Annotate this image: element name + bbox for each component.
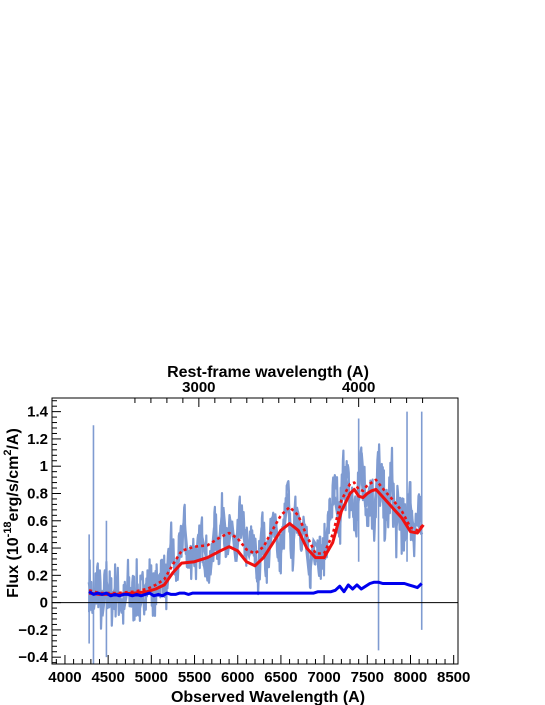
- top-tick-label: 4000: [342, 379, 375, 396]
- rest-frame-axis-title: Rest-frame wavelength (A): [167, 364, 369, 381]
- y-title-post: /A): [5, 428, 22, 449]
- y-tick-label: 0.4: [27, 540, 49, 557]
- x-tick-label: 5500: [178, 669, 211, 686]
- y-tick-label: 1.4: [27, 404, 49, 421]
- x-tick-label: 5000: [135, 669, 168, 686]
- x-tick-label: 4000: [48, 669, 81, 686]
- y-tick-label: 0.6: [27, 513, 48, 530]
- y-title-exp1: -18: [2, 521, 14, 537]
- x-tick-label: 6500: [264, 669, 297, 686]
- ticks-layer: 4000 4500 5000 5500 6000 6500 7000 7500 8000 8500…: [18, 379, 470, 686]
- x-axis-title: Observed Wavelength (A): [171, 689, 365, 705]
- y-tick-label: 0: [40, 595, 48, 612]
- observed-spectrum: [87, 411, 424, 664]
- y-axis-title: Flux (10-18erg/s/cm2/A): [2, 428, 22, 598]
- x-tick-label: 8000: [394, 669, 427, 686]
- x-tick-label: 6000: [221, 669, 254, 686]
- y-tick-label: −0.4: [18, 649, 48, 666]
- y-title-mid: erg/s/cm: [5, 456, 22, 522]
- x-tick-label: 7500: [351, 669, 384, 686]
- error-line: [88, 580, 423, 598]
- y-tick-label: 1.2: [27, 431, 48, 448]
- y-tick-label: 0.8: [27, 485, 48, 502]
- y-tick-label: 0.2: [27, 567, 48, 584]
- y-tick-label: −0.2: [18, 622, 48, 639]
- series-layer: [87, 411, 425, 664]
- model-upper-dotted-line: [88, 478, 425, 595]
- top-tick-label: 3000: [182, 379, 215, 396]
- y-tick-label: 1: [40, 458, 48, 475]
- y-title-pre: Flux (10: [5, 537, 22, 598]
- model-line: [88, 487, 425, 596]
- observed-noise-band: [88, 443, 423, 630]
- y-title-exp2: 2: [2, 450, 14, 456]
- x-tick-label: 8500: [437, 669, 470, 686]
- x-tick-label: 4500: [91, 669, 124, 686]
- x-tick-label: 7000: [307, 669, 340, 686]
